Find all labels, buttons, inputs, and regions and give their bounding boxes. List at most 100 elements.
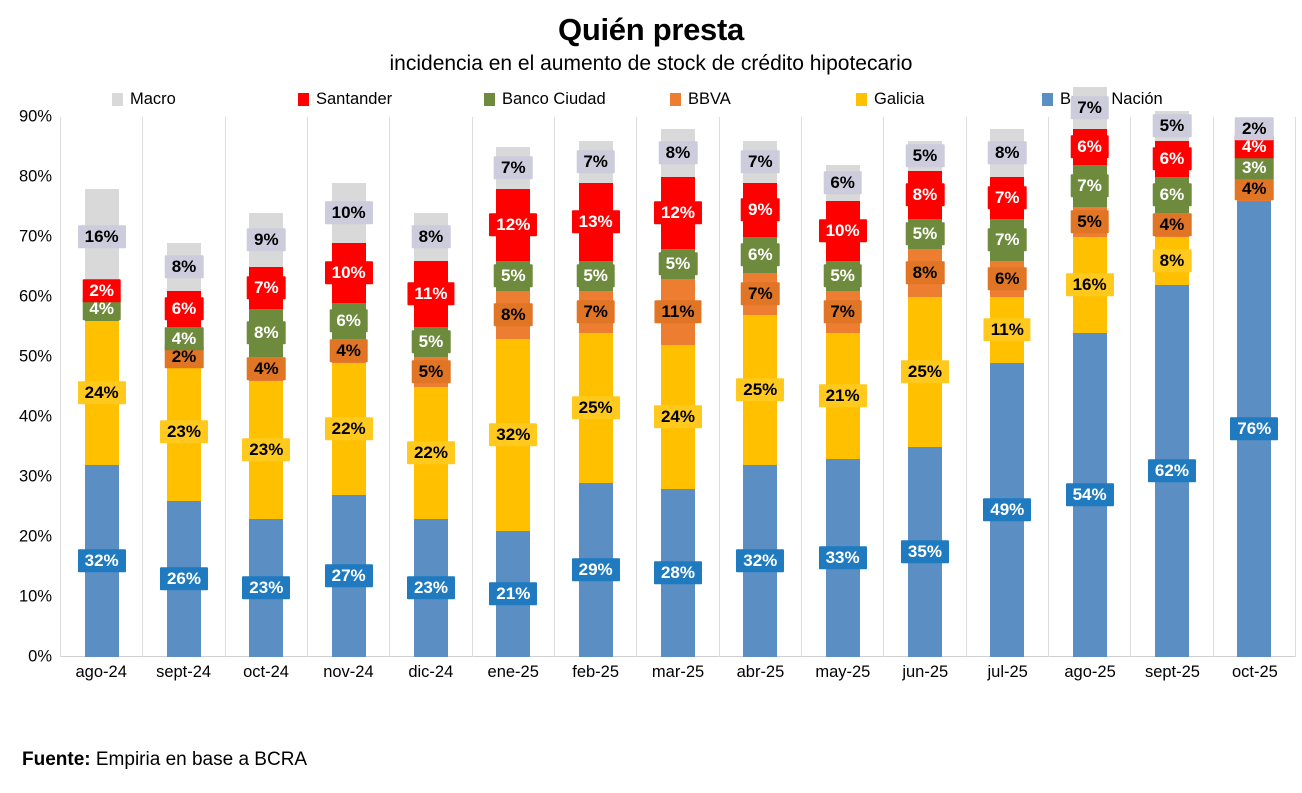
stacked-bar[interactable]: 32% 25% 7% 6% 9% 7% (736, 140, 785, 657)
stacked-bar[interactable]: 35% 25% 8% 5% 8% 5% (900, 140, 949, 657)
bar-segment-banco-nación[interactable]: 49% (983, 362, 1032, 657)
stacked-bar[interactable]: 76% 4% 3% 4% 2% (1230, 116, 1279, 657)
bar-segment-banco-ciudad[interactable]: 7% (987, 218, 1027, 261)
bar-segment-macro[interactable]: 8% (164, 242, 204, 291)
bar-segment-macro[interactable]: 7% (740, 140, 780, 183)
bar-segment-macro[interactable]: 7% (576, 140, 615, 183)
bar-segment-galicia[interactable]: 8% (1152, 236, 1192, 285)
bar-segment-bbva[interactable]: 4% (329, 338, 368, 363)
bar-segment-macro[interactable]: 8% (411, 212, 451, 261)
bar-segment-macro[interactable]: 9% (247, 212, 286, 267)
stacked-bar[interactable]: 33% 21% 7% 5% 10% 6% (818, 164, 867, 657)
bar-segment-santander[interactable]: 12% (489, 188, 538, 261)
bar-segment-galicia[interactable]: 24% (653, 344, 702, 489)
bar-segment-santander[interactable]: 9% (740, 182, 780, 237)
bar-segment-santander[interactable]: 11% (407, 260, 455, 327)
bar-segment-banco-ciudad[interactable]: 8% (247, 308, 286, 357)
bar-segment-banco-nación[interactable]: 32% (736, 464, 785, 657)
legend-item-santander[interactable]: Santander (298, 90, 484, 109)
bar-segment-macro[interactable]: 6% (823, 164, 862, 201)
legend-item-banco-ciudad[interactable]: Banco Ciudad (484, 90, 670, 109)
bar-segment-bbva[interactable]: 4% (247, 356, 286, 381)
bar-segment-banco-nación[interactable]: 54% (1065, 332, 1114, 657)
bar-segment-galicia[interactable]: 25% (571, 332, 620, 483)
bar-segment-banco-nación[interactable]: 28% (653, 488, 702, 657)
bar-segment-bbva[interactable]: 4% (1152, 212, 1192, 237)
stacked-bar[interactable]: 29% 25% 7% 5% 13% 7% (571, 140, 620, 657)
stacked-bar[interactable]: 49% 11% 6% 7% 7% 8% (983, 128, 1032, 657)
bar-segment-banco-nación[interactable]: 76% (1230, 200, 1279, 657)
bar-segment-macro[interactable]: 16% (77, 188, 126, 285)
bar-segment-banco-nación[interactable]: 32% (77, 464, 126, 657)
bar-segment-banco-ciudad[interactable]: 3% (1234, 155, 1274, 180)
bar-segment-santander[interactable]: 2% (82, 278, 121, 303)
stacked-bar[interactable]: 62% 8% 4% 6% 6% 5% (1147, 110, 1196, 657)
bar-segment-galicia[interactable]: 23% (242, 380, 291, 519)
bar-segment-santander[interactable]: 12% (653, 176, 702, 249)
bar-segment-santander[interactable]: 6% (1070, 128, 1109, 165)
bar-segment-banco-nación[interactable]: 27% (324, 494, 373, 657)
bar-segment-santander[interactable]: 13% (571, 182, 620, 261)
bar-segment-banco-nación[interactable]: 33% (818, 458, 867, 657)
bar-segment-banco-ciudad[interactable]: 5% (494, 260, 533, 291)
legend-item-galicia[interactable]: Galicia (856, 90, 1042, 109)
bar-segment-banco-ciudad[interactable]: 5% (658, 248, 698, 279)
bar-segment-galicia[interactable]: 22% (324, 362, 373, 495)
bar-segment-bbva[interactable]: 5% (1070, 206, 1109, 237)
bar-segment-galicia[interactable]: 22% (406, 386, 455, 519)
bar-segment-santander[interactable]: 8% (905, 170, 945, 219)
bar-segment-macro[interactable]: 2% (1234, 116, 1274, 141)
bar-segment-galicia[interactable]: 25% (736, 314, 785, 465)
bar-segment-macro[interactable]: 7% (494, 146, 533, 189)
bar-segment-galicia[interactable]: 23% (159, 362, 208, 501)
bar-segment-bbva[interactable]: 5% (411, 356, 451, 387)
bar-segment-banco-nación[interactable]: 21% (489, 530, 538, 657)
bar-segment-galicia[interactable]: 25% (900, 296, 949, 447)
bar-segment-bbva[interactable]: 4% (1234, 176, 1274, 201)
bar-segment-banco-nación[interactable]: 29% (571, 482, 620, 657)
bar-segment-galicia[interactable]: 21% (818, 332, 867, 459)
bar-segment-macro[interactable]: 5% (905, 140, 945, 171)
stacked-bar[interactable]: 27% 22% 4% 6% 10% 10% (324, 182, 373, 657)
bar-segment-santander[interactable]: 10% (818, 200, 867, 261)
bar-segment-banco-nación[interactable]: 23% (242, 518, 291, 657)
bar-segment-banco-nación[interactable]: 62% (1147, 284, 1196, 657)
bar-segment-bbva[interactable]: 8% (905, 248, 945, 297)
bar-segment-bbva[interactable]: 2% (164, 344, 204, 369)
bar-segment-galicia[interactable]: 24% (77, 320, 126, 465)
bar-segment-banco-ciudad[interactable]: 5% (411, 326, 451, 357)
bar-segment-santander[interactable]: 6% (164, 290, 204, 327)
bar-segment-galicia[interactable]: 32% (489, 338, 538, 531)
bar-segment-santander[interactable]: 7% (247, 266, 286, 309)
bar-segment-macro[interactable]: 5% (1152, 110, 1192, 141)
bar-segment-bbva[interactable]: 7% (740, 272, 780, 315)
bar-segment-galicia[interactable]: 11% (983, 296, 1031, 363)
bar-segment-macro[interactable]: 10% (324, 182, 373, 243)
bar-segment-macro[interactable]: 7% (1070, 86, 1109, 129)
stacked-bar[interactable]: 32% 24% 4% 2% 16% (77, 188, 126, 657)
bar-segment-banco-ciudad[interactable]: 6% (740, 236, 780, 273)
bar-segment-bbva[interactable]: 6% (987, 260, 1027, 297)
stacked-bar[interactable]: 23% 23% 4% 8% 7% 9% (242, 212, 291, 657)
bar-segment-santander[interactable]: 7% (987, 176, 1027, 219)
bar-segment-galicia[interactable]: 16% (1065, 236, 1114, 333)
stacked-bar[interactable]: 21% 32% 8% 5% 12% 7% (489, 146, 538, 657)
bar-segment-bbva[interactable]: 7% (576, 290, 615, 333)
bar-segment-banco-ciudad[interactable]: 5% (576, 260, 615, 291)
legend-item-bbva[interactable]: BBVA (670, 90, 856, 109)
bar-segment-banco-ciudad[interactable]: 6% (1152, 176, 1192, 213)
bar-segment-bbva[interactable]: 7% (823, 290, 862, 333)
bar-segment-banco-nación[interactable]: 23% (406, 518, 455, 657)
bar-segment-banco-ciudad[interactable]: 7% (1070, 164, 1109, 207)
bar-segment-macro[interactable]: 8% (658, 128, 698, 177)
bar-segment-santander[interactable]: 10% (324, 242, 373, 303)
bar-segment-banco-ciudad[interactable]: 5% (823, 260, 862, 291)
bar-segment-macro[interactable]: 8% (987, 128, 1027, 177)
stacked-bar[interactable]: 23% 22% 5% 5% 11% 8% (406, 212, 455, 657)
legend-item-macro[interactable]: Macro (112, 90, 298, 109)
bar-segment-banco-nación[interactable]: 26% (159, 500, 208, 657)
bar-segment-bbva[interactable]: 11% (654, 278, 702, 345)
bar-segment-banco-ciudad[interactable]: 5% (905, 218, 945, 249)
bar-segment-banco-ciudad[interactable]: 4% (164, 326, 204, 351)
bar-segment-banco-nación[interactable]: 35% (900, 446, 949, 657)
